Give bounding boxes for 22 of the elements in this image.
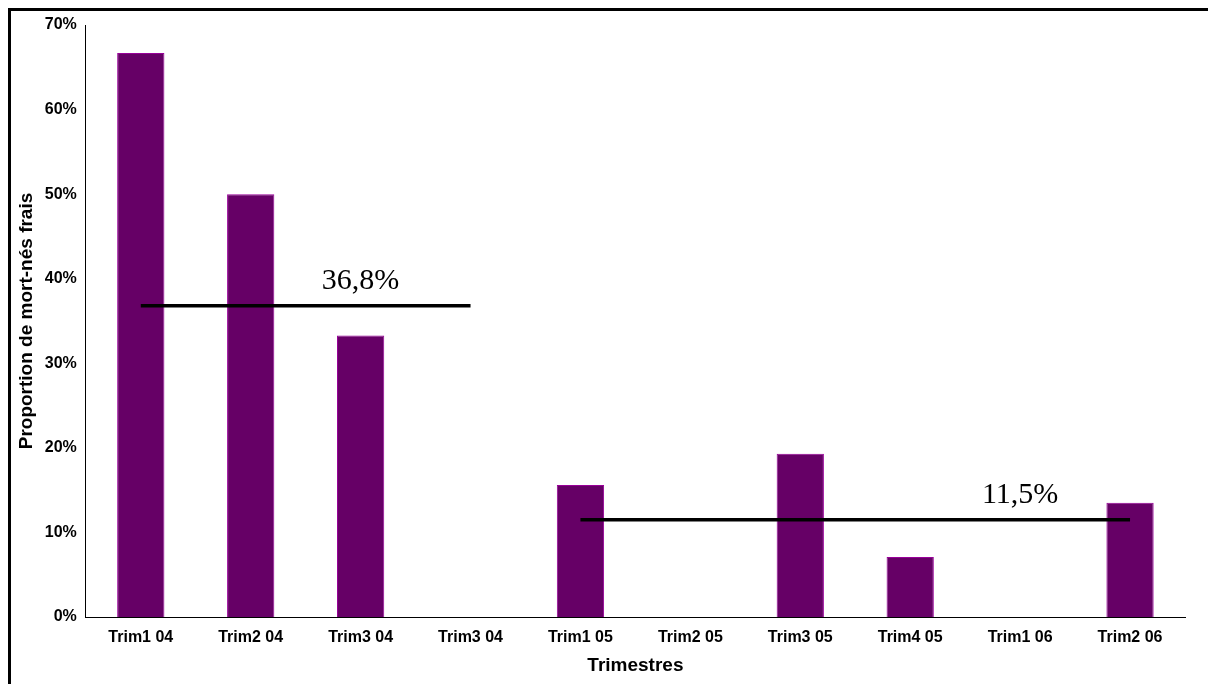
y-tick-label: 30%: [44, 353, 77, 371]
y-tick-label: 70%: [44, 15, 77, 33]
x-tick-label: Trim2 06: [1097, 628, 1163, 646]
x-tick-label: Trim3 04: [438, 628, 504, 646]
annotation: 36,8%: [321, 261, 400, 295]
y-tick-label: 60%: [44, 99, 77, 117]
x-tick-label: Trim3 05: [767, 628, 833, 646]
y-tick-label: 20%: [44, 438, 77, 456]
x-tick-label: Trim2 05: [657, 628, 723, 646]
y-tick-label: 40%: [44, 269, 77, 287]
x-tick-label: Trim1 04: [108, 628, 174, 646]
y-axis-title: Proportion de mort-nés frais: [14, 192, 36, 450]
x-tick-label: Trim1 06: [987, 628, 1053, 646]
x-tick-label: Trim3 04: [328, 628, 394, 646]
y-tick-label: 0%: [53, 607, 77, 625]
annotation: 11,5%: [981, 475, 1059, 509]
y-tick-label: 50%: [44, 184, 77, 202]
y-tick-label: 10%: [44, 522, 77, 540]
x-tick-label: Trim2 04: [218, 628, 284, 646]
x-tick-label: Trim4 05: [877, 628, 943, 646]
x-axis-title: Trimestres: [587, 653, 684, 675]
x-tick-label: Trim1 05: [547, 628, 614, 646]
